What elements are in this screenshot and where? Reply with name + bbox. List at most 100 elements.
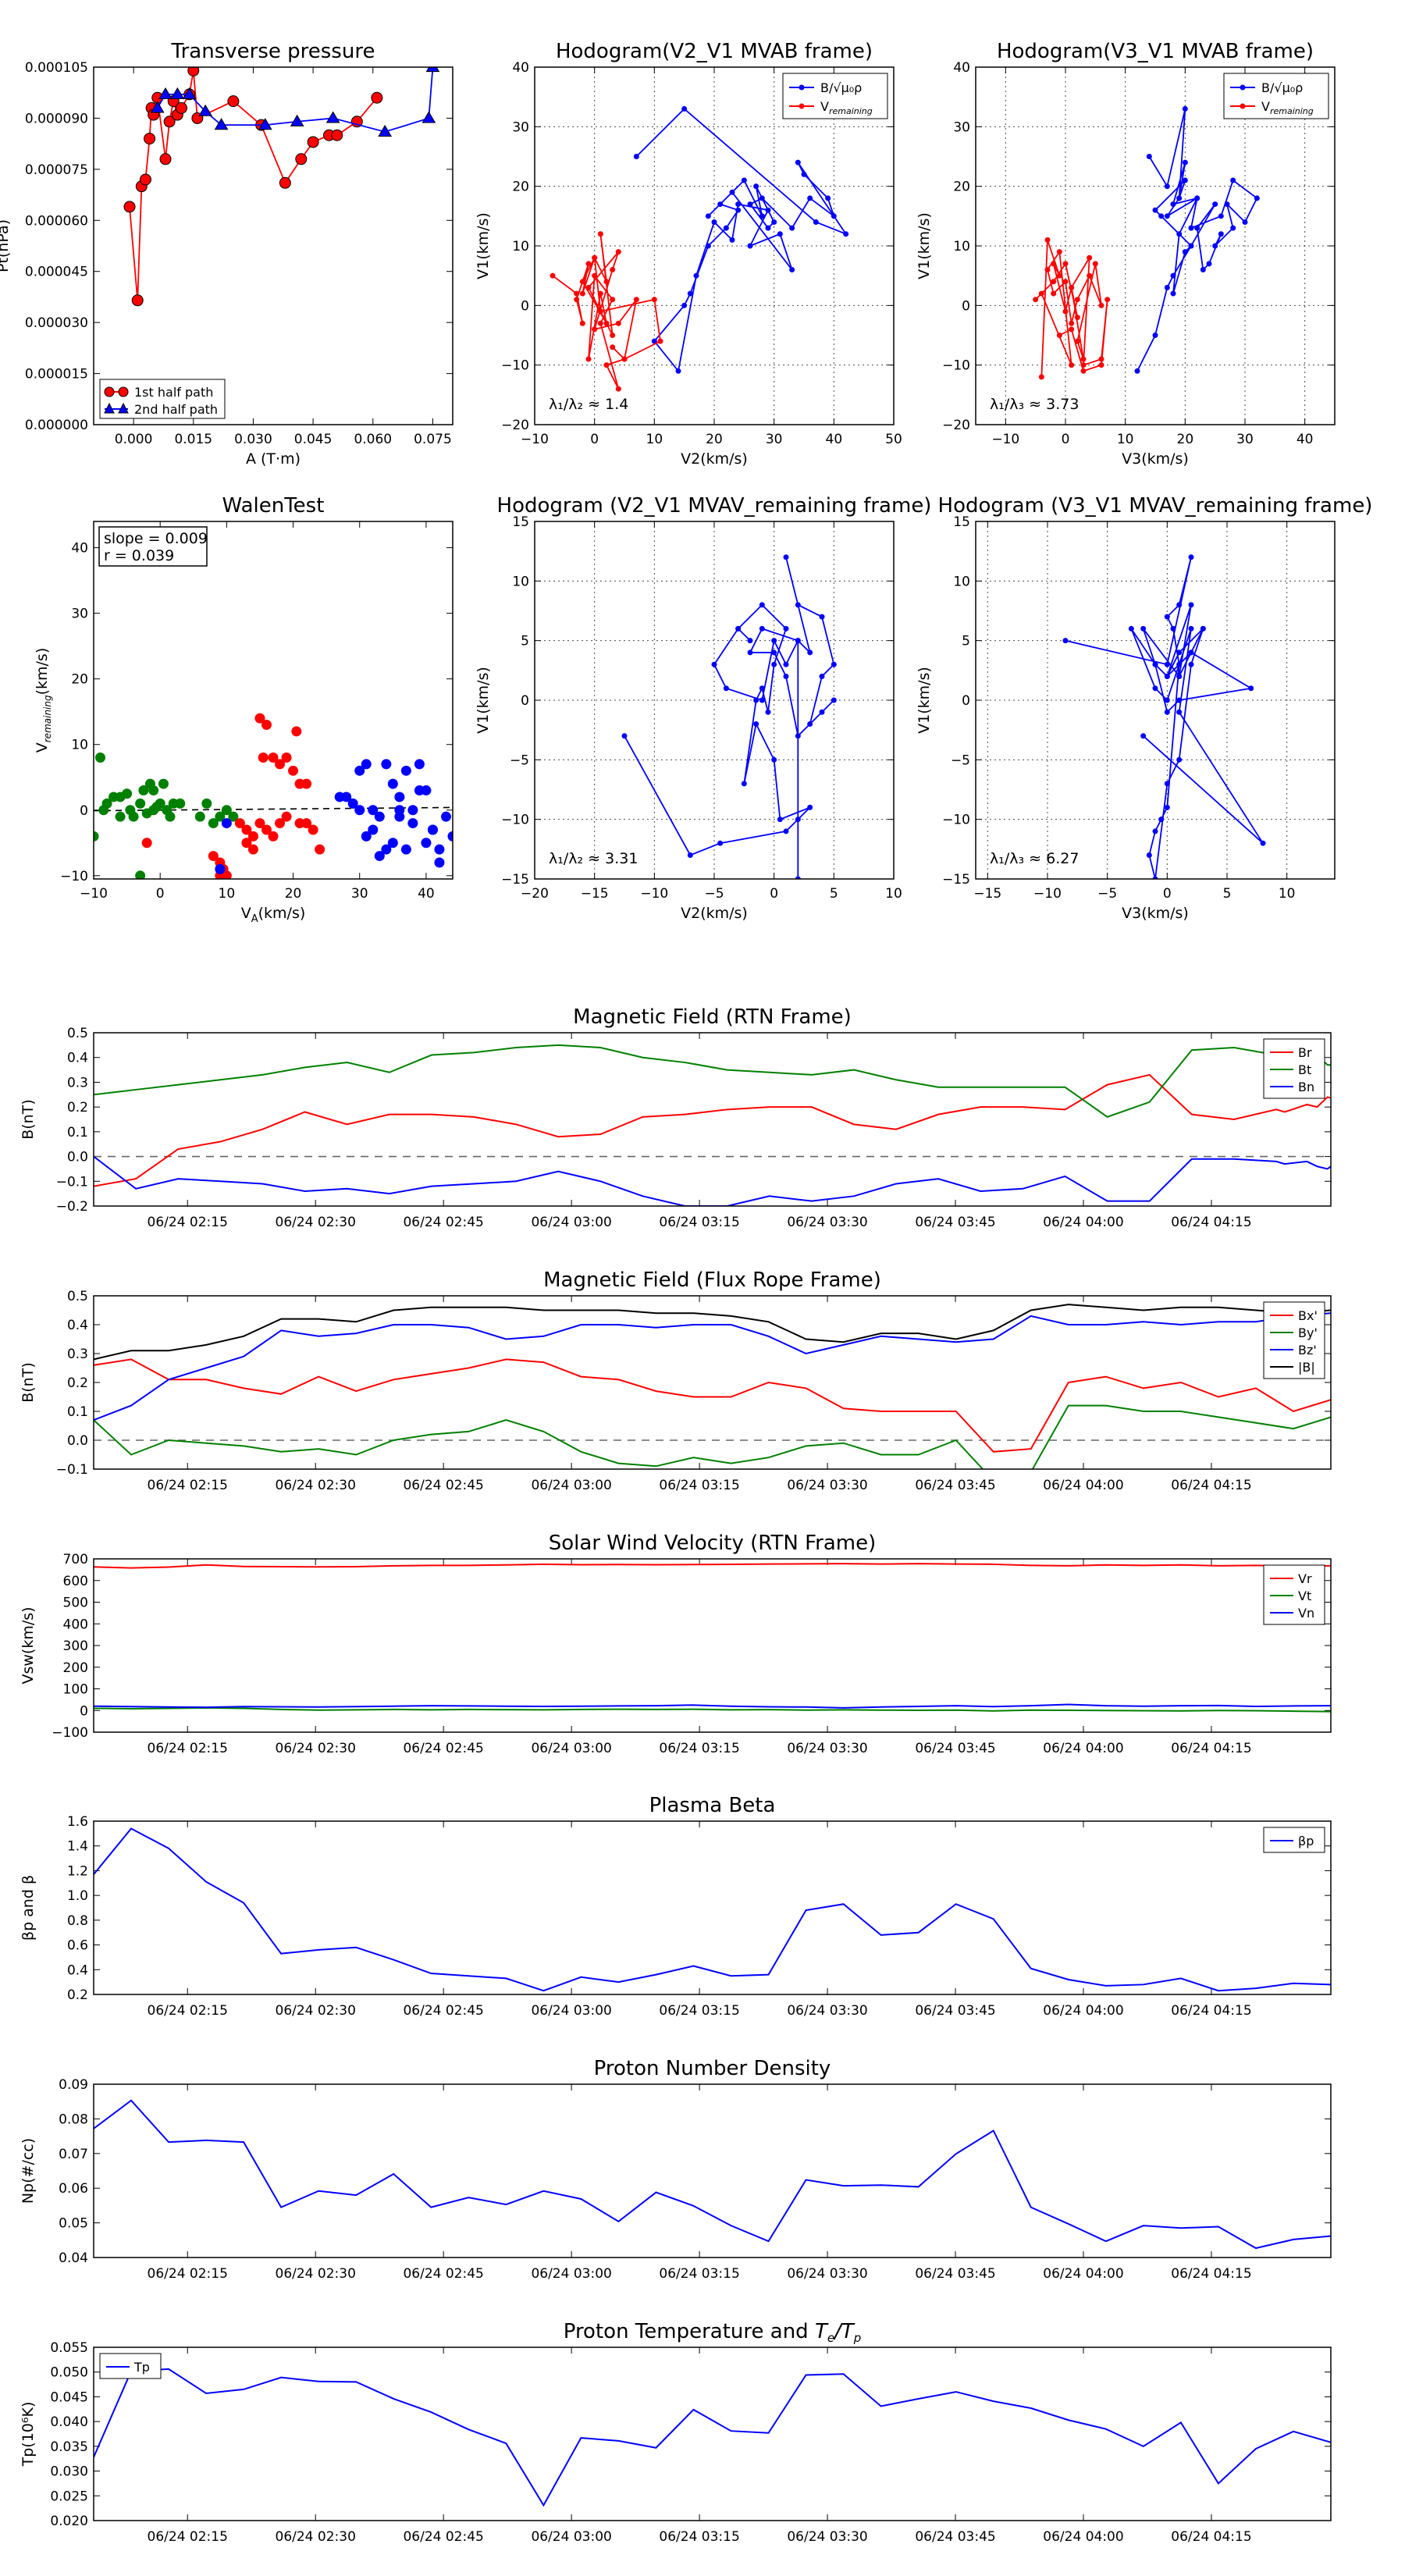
data-point	[610, 267, 616, 273]
plot-area	[94, 1827, 1331, 1992]
data-point	[705, 243, 711, 249]
data-point	[1158, 817, 1165, 823]
legend-label: Vt	[1298, 1589, 1311, 1603]
y-axis-label: V1(km/s)	[475, 212, 492, 279]
legend-label: βp	[1298, 1834, 1314, 1848]
data-point	[783, 673, 789, 679]
x-tick-label: 0.030	[234, 432, 272, 447]
data-point	[1212, 201, 1218, 208]
legend-label: Bz'	[1298, 1343, 1317, 1357]
data-point	[795, 159, 801, 165]
data-point	[261, 720, 272, 731]
legend: βp	[1263, 1827, 1325, 1853]
data-point	[1176, 231, 1183, 237]
x-tick-label: −10	[640, 886, 668, 902]
y-tick-label: 5	[521, 634, 529, 649]
data-point	[1164, 804, 1170, 810]
data-point	[771, 219, 777, 225]
y-tick-label: 30	[512, 119, 529, 135]
data-point	[597, 231, 603, 237]
data-point	[158, 778, 169, 789]
data-point	[247, 844, 258, 855]
plot-area	[94, 1563, 1331, 1713]
data-point	[374, 811, 385, 822]
y-tick-label: 0	[521, 693, 529, 709]
data-point	[159, 153, 172, 165]
data-point	[1146, 154, 1152, 159]
x-axis-label: V3(km/s)	[1122, 450, 1189, 468]
data-point	[1140, 733, 1147, 739]
y-tick-label: 0.030	[50, 2464, 88, 2480]
data-point	[95, 753, 106, 763]
y-tick-label: 10	[953, 574, 970, 589]
series-line-1	[552, 233, 661, 390]
y-tick-label: 0.6	[67, 1938, 88, 1954]
series-line-0	[624, 557, 835, 879]
data-point	[657, 338, 663, 344]
legend-label: 1st half path	[134, 385, 213, 400]
data-point	[1230, 225, 1236, 231]
data-point	[187, 67, 200, 76]
legend-box	[1223, 73, 1329, 119]
y-tick-label: 30	[71, 607, 88, 622]
data-point	[747, 243, 753, 249]
data-point	[807, 195, 813, 201]
data-point	[550, 272, 556, 279]
data-point	[765, 207, 771, 213]
data-point	[440, 811, 451, 822]
panel-11: 0.020 0.025 0.030 0.035 0.040 0.045 0.050 0.055…	[20, 2320, 1332, 2545]
data-point	[831, 661, 837, 667]
data-point	[368, 824, 379, 835]
y-tick-label: 0.000000	[25, 418, 88, 433]
data-point	[729, 237, 735, 243]
legend-marker	[1240, 84, 1246, 91]
y-tick-label: 20	[512, 180, 529, 195]
legend-label: By'	[1298, 1325, 1318, 1340]
y-tick-label: −0.1	[56, 1174, 88, 1190]
y-tick-label: −10	[501, 358, 529, 374]
data-point	[759, 697, 765, 703]
x-tick-label: 06/24 04:00	[1043, 1741, 1123, 1756]
panel-2: −10 0 10 20 30 40 −20 −10 0 10 20 30 40 Hodogram(V3_V…	[916, 40, 1336, 468]
x-tick-label: 40	[1297, 432, 1314, 447]
panel-9-frame	[93, 1820, 1332, 1995]
panel-6-frame	[93, 1032, 1332, 1207]
y-tick-label: 10	[71, 738, 88, 753]
data-point	[1033, 297, 1039, 303]
data-point	[141, 838, 152, 849]
y-tick-label: 1.2	[67, 1863, 88, 1879]
series-line-Bx'	[94, 1358, 1331, 1453]
data-point	[135, 798, 146, 809]
y-tick-label: −10	[60, 869, 88, 884]
panel-10: 0.04 0.05 0.06 0.07 0.08 0.09 06/24 02:15 06/24…	[20, 2057, 1332, 2282]
data-point	[275, 759, 286, 770]
data-point	[723, 225, 729, 231]
y-axis-label: B(nT)	[20, 1362, 37, 1403]
data-point	[1062, 308, 1069, 315]
data-point	[711, 661, 717, 667]
data-point	[615, 320, 621, 326]
x-axis-label: V2(km/s)	[681, 450, 748, 468]
data-point	[425, 67, 440, 73]
data-point	[603, 279, 610, 285]
data-point	[394, 811, 405, 822]
data-point	[268, 831, 279, 841]
data-point	[1038, 290, 1044, 297]
y-tick-label: 10	[953, 239, 970, 254]
data-point	[228, 811, 239, 822]
data-point	[115, 792, 126, 802]
data-point	[1260, 840, 1266, 846]
legend-marker	[118, 386, 129, 397]
data-point	[585, 261, 592, 267]
y-tick-label: −15	[501, 872, 529, 888]
data-point	[1098, 362, 1104, 368]
slope-label: slope = 0.009	[104, 530, 208, 547]
data-point	[1188, 661, 1194, 667]
chart-title: Hodogram (V2_V1 MVAV_remaining frame)	[497, 494, 932, 518]
data-point	[777, 231, 783, 237]
data-point	[1128, 625, 1134, 632]
x-tick-label: 20	[706, 432, 723, 447]
data-point	[294, 818, 305, 829]
